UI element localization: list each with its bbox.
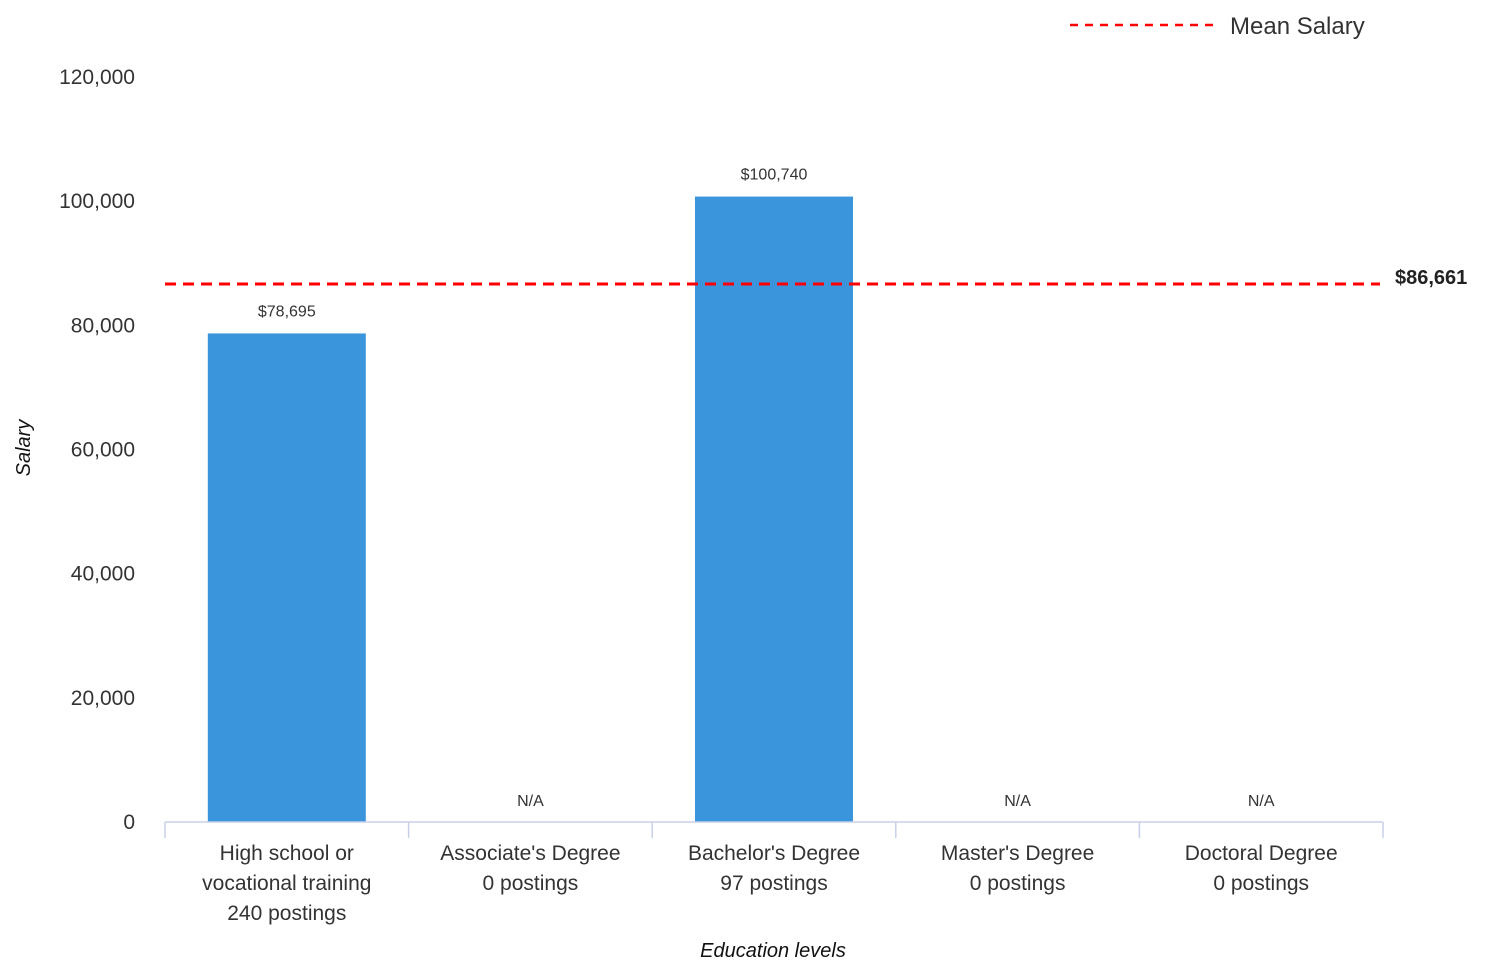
legend: Mean Salary — [1070, 13, 1365, 40]
legend-label: Mean Salary — [1230, 13, 1365, 40]
bar — [695, 196, 853, 822]
x-category-label: Associate's Degree 0 postings — [440, 842, 620, 895]
data-labels: $78,695 N/A $100,740 N/A N/A — [258, 167, 1275, 810]
x-category-label-line: 0 postings — [483, 872, 579, 895]
y-tick-label: 120,000 — [59, 66, 135, 89]
x-category-label-line: 240 postings — [227, 902, 346, 925]
y-axis-title: Salary — [13, 419, 35, 477]
x-axis-category-labels: High school or vocational training 240 pos… — [202, 842, 1337, 925]
x-category-label: High school or vocational training 240 pos… — [202, 842, 371, 925]
x-category-label: Bachelor's Degree 97 postings — [688, 842, 860, 895]
y-tick-label: 20,000 — [71, 687, 135, 710]
x-category-label-line: 97 postings — [720, 872, 827, 895]
x-category-label: Doctoral Degree 0 postings — [1185, 842, 1338, 895]
x-category-label-line: Doctoral Degree — [1185, 842, 1338, 865]
x-category-label-line: 0 postings — [970, 872, 1066, 895]
y-tick-label: 80,000 — [71, 314, 135, 337]
y-tick-label: 100,000 — [59, 190, 135, 213]
x-category-label-line: Master's Degree — [941, 842, 1094, 865]
x-category-label: Master's Degree 0 postings — [941, 842, 1094, 895]
x-category-label-line: vocational training — [202, 872, 371, 895]
x-category-label-line: 0 postings — [1213, 872, 1309, 895]
bar-value-label: N/A — [1248, 793, 1275, 810]
x-category-label-line: High school or — [220, 842, 354, 865]
bars — [207, 196, 853, 822]
x-axis — [164, 821, 1384, 838]
y-tick-label: 0 — [123, 811, 135, 834]
bar-value-label: $78,695 — [258, 303, 316, 320]
y-axis-ticks: 0 20,000 40,000 60,000 80,000 100,000 120,000 — [59, 66, 135, 834]
x-category-label-line: Bachelor's Degree — [688, 842, 860, 865]
mean-salary-value-label: $86,661 — [1395, 267, 1467, 289]
y-tick-label: 40,000 — [71, 563, 135, 586]
bar-value-label: N/A — [1004, 793, 1031, 810]
bar-value-label: N/A — [517, 793, 544, 810]
x-category-label-line: Associate's Degree — [440, 842, 620, 865]
bar-value-label: $100,740 — [741, 167, 808, 184]
bar — [207, 333, 366, 822]
x-axis-title: Education levels — [700, 940, 846, 962]
y-tick-label: 60,000 — [71, 439, 135, 462]
mean-salary-reference: $86,661 — [165, 267, 1467, 289]
